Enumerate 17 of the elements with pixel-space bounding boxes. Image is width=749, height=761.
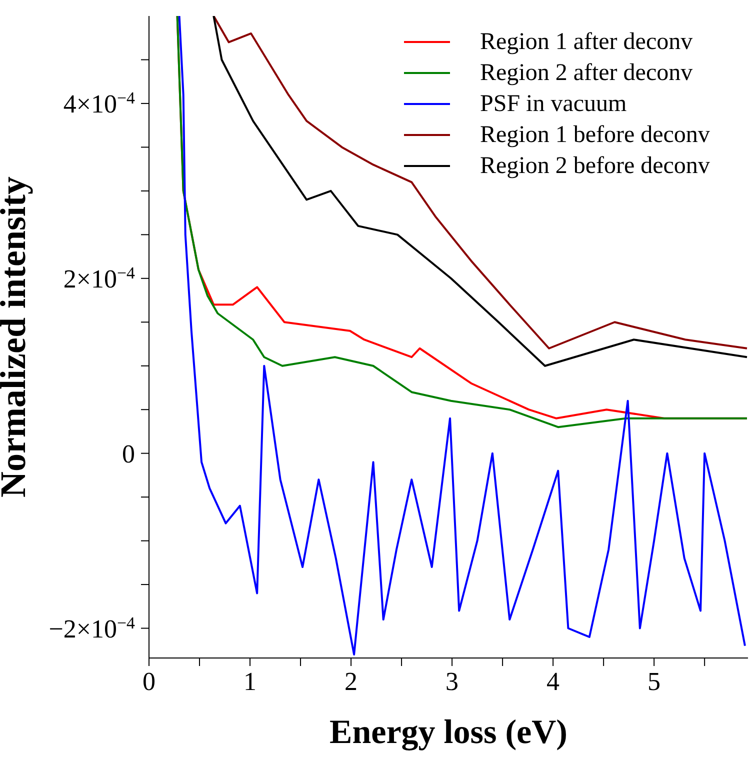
- legend-label: Region 1 after deconv: [480, 28, 693, 56]
- x-tick-label: 3: [446, 667, 459, 696]
- legend-label: PSF in vacuum: [480, 90, 627, 118]
- x-tick-label: 2: [344, 667, 358, 696]
- x-tick-label: 1: [244, 667, 257, 696]
- y-tick-label: 0: [122, 439, 135, 468]
- line-series: [178, 16, 746, 656]
- y-tick-label: 4×10$^{−4}$: [63, 88, 136, 118]
- x-tick-label: 0: [142, 667, 156, 696]
- legend-label: Region 2 before deconv: [480, 152, 710, 180]
- x-axis-title: Energy loss (eV): [330, 714, 568, 751]
- legend-label: Region 1 before deconv: [480, 120, 710, 150]
- x-tick-label: 5: [648, 667, 661, 696]
- y-tick-label: 2×10$^{−4}$: [63, 262, 136, 294]
- legend-label: Region 2 after deconv: [480, 58, 693, 88]
- y-tick-label: −2×10$^{−4}$: [48, 612, 136, 644]
- x-tick-label: 4: [546, 667, 560, 696]
